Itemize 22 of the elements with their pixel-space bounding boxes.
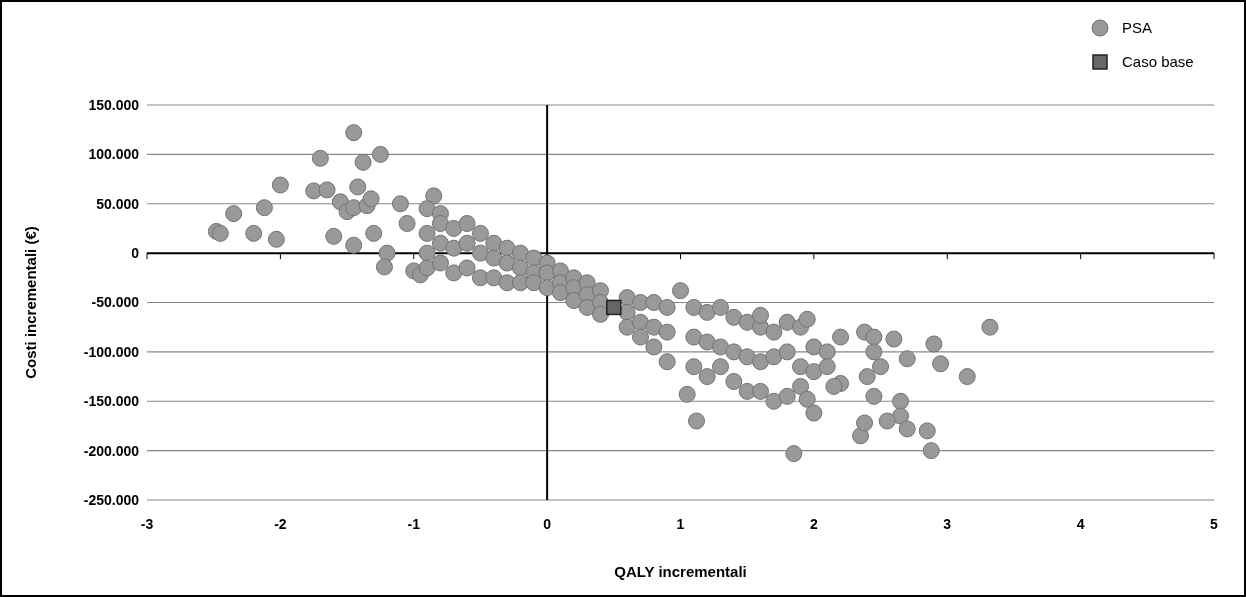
y-tick-label: 150.000 — [88, 96, 140, 113]
y-tick-label: 100.000 — [88, 146, 140, 163]
x-tick-label: 3 — [943, 516, 952, 532]
y-tick-label: -150.000 — [83, 393, 140, 410]
y-tick-label: -200.000 — [83, 442, 140, 459]
y-tick-label: -50.000 — [91, 294, 140, 311]
x-tick-label: -1 — [407, 516, 421, 532]
legend-label: Caso base — [1122, 53, 1194, 71]
y-tick-label: -100.000 — [83, 343, 140, 360]
y-tick-label: 0 — [131, 245, 140, 262]
x-tick-label: 4 — [1076, 516, 1085, 532]
y-tick-label: 50.000 — [96, 195, 140, 212]
legend-label: PSA — [1122, 19, 1153, 37]
x-tick-label: -3 — [140, 516, 154, 532]
x-tick-label: 0 — [543, 516, 552, 532]
y-axis-title: Costi incrementali (€) — [22, 226, 39, 379]
x-tick-label: 1 — [676, 516, 685, 532]
y-tick-label: -250.000 — [83, 491, 140, 508]
x-tick-label: 5 — [1210, 516, 1219, 532]
x-axis-title: QALY incrementali — [614, 563, 747, 580]
x-tick-label: -2 — [274, 516, 287, 532]
x-tick-label: 2 — [809, 516, 818, 532]
